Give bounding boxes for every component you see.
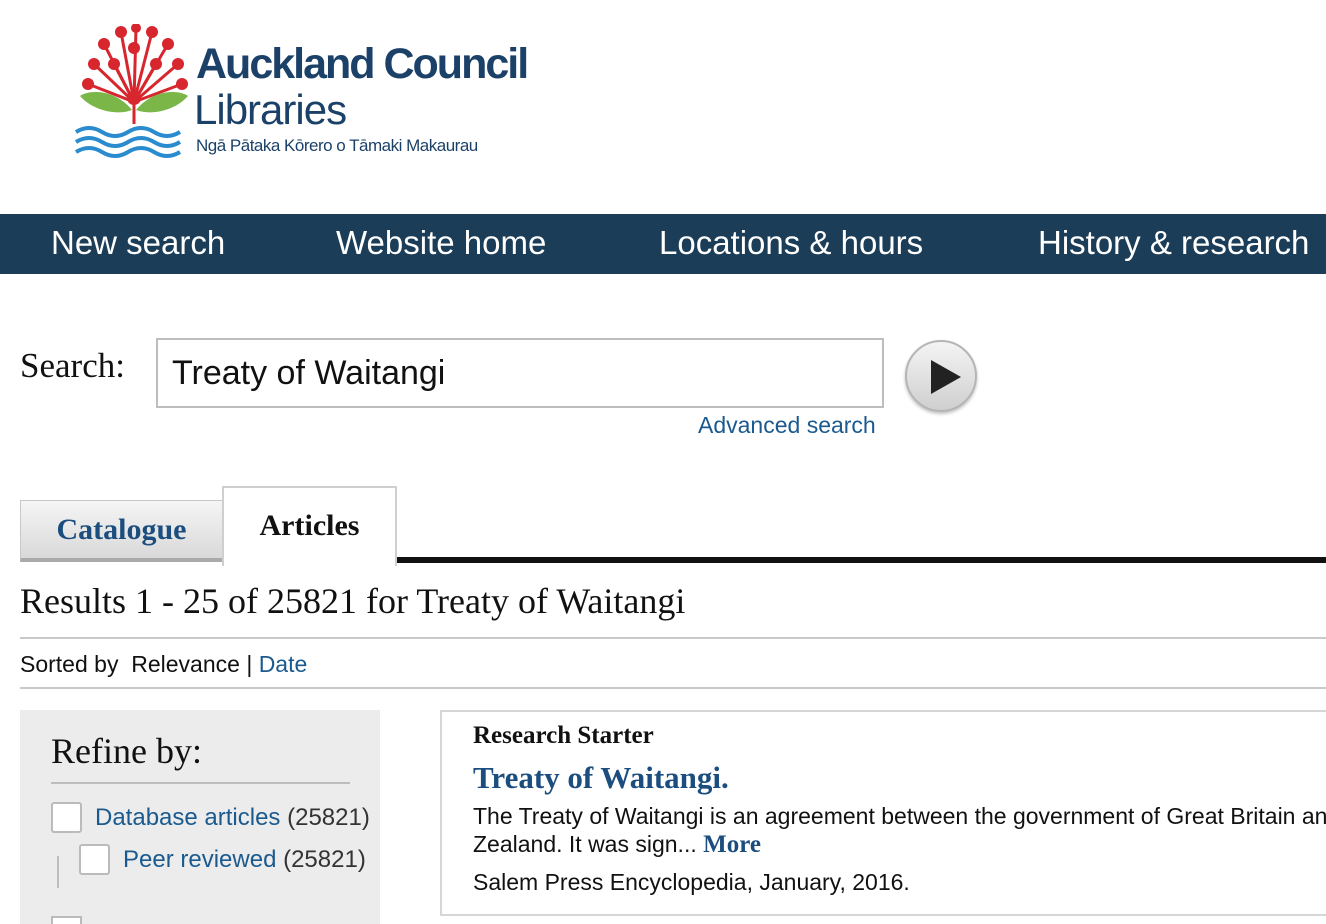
facet-count: (25821) [283, 846, 366, 873]
pohutukawa-logo-icon [74, 24, 188, 158]
divider [20, 637, 1326, 639]
logo-subtitle: Libraries [194, 86, 347, 133]
nav-new-search[interactable]: New search [51, 224, 226, 261]
facet-label-text[interactable]: Peer reviewed [123, 846, 277, 873]
research-starter-title-link[interactable]: Treaty of Waitangi. [473, 760, 729, 795]
nav-history-research[interactable]: History & research [1038, 224, 1310, 261]
divider [20, 687, 1326, 689]
facet-checkbox[interactable] [79, 844, 110, 875]
sort-relevance: Relevance [131, 651, 240, 677]
description-line: Zealand. It was sign... [473, 831, 697, 857]
main-nav: New search Website home Locations & hour… [0, 214, 1326, 274]
nav-locations-hours[interactable]: Locations & hours [659, 224, 924, 261]
logo-title: Auckland Council [196, 40, 529, 88]
more-link[interactable]: More [703, 831, 761, 858]
facet-checkbox[interactable] [51, 916, 82, 924]
sort-separator: | [246, 651, 253, 677]
facet-tree-line [57, 856, 59, 888]
facet-label-peer-reviewed[interactable]: Peer reviewed (25821) [123, 846, 366, 874]
advanced-search-link[interactable]: Advanced search [698, 412, 876, 438]
logo-tagline: Ngā Pātaka Kōrero o Tāmaki Makaurau [196, 136, 478, 155]
results-summary: Results 1 - 25 of 25821 for Treaty of Wa… [20, 581, 686, 621]
tab-catalogue[interactable]: Catalogue [20, 500, 223, 562]
facet-count: (25821) [287, 804, 370, 831]
site-logo[interactable]: Auckland Council Libraries Ngā Pātaka Kō… [74, 24, 574, 164]
facet-label-text[interactable]: Database articles [95, 804, 281, 831]
nav-website-home[interactable]: Website home [336, 224, 547, 261]
facet-checkbox[interactable] [51, 802, 82, 833]
sort-date-link[interactable]: Date [258, 651, 308, 677]
play-icon [931, 360, 961, 394]
search-go-button[interactable] [905, 340, 977, 412]
description-line: The Treaty of Waitangi is an agreement b… [473, 803, 1326, 829]
research-starter-source: Salem Press Encyclopedia, January, 2016. [473, 869, 910, 895]
search-input[interactable] [156, 338, 884, 408]
sort-controls: Sorted by Relevance | Date [20, 651, 307, 678]
facet-label-database-articles[interactable]: Database articles (25821) [95, 804, 370, 832]
research-starter-heading: Research Starter [473, 722, 654, 749]
research-starter-description: The Treaty of Waitangi is an agreement b… [473, 802, 1326, 859]
sorted-by-label: Sorted by [20, 651, 119, 677]
tab-underline [396, 557, 1326, 563]
divider [51, 782, 350, 784]
tab-articles[interactable]: Articles [222, 486, 397, 566]
research-starter-card: Research Starter Treaty of Waitangi. The… [440, 710, 1326, 916]
refine-title: Refine by: [51, 731, 202, 771]
search-label: Search: [20, 346, 125, 385]
